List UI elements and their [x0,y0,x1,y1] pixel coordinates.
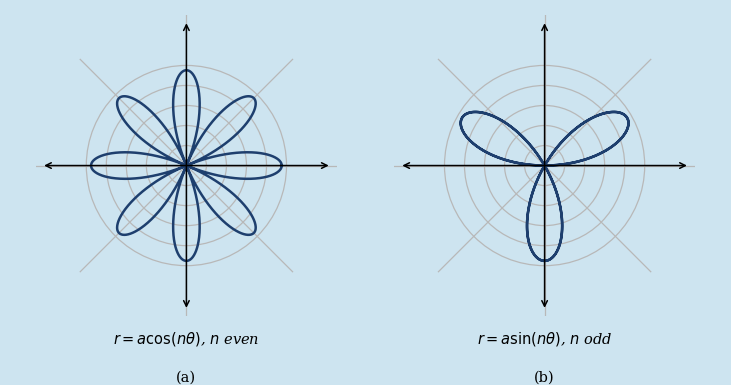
Text: (b): (b) [534,370,555,384]
Text: (a): (a) [176,370,197,384]
Text: $r = a\cos(n\theta)$, $n$ even: $r = a\cos(n\theta)$, $n$ even [113,330,260,348]
Text: $r = a\sin(n\theta)$, $n$ odd: $r = a\sin(n\theta)$, $n$ odd [477,330,613,348]
